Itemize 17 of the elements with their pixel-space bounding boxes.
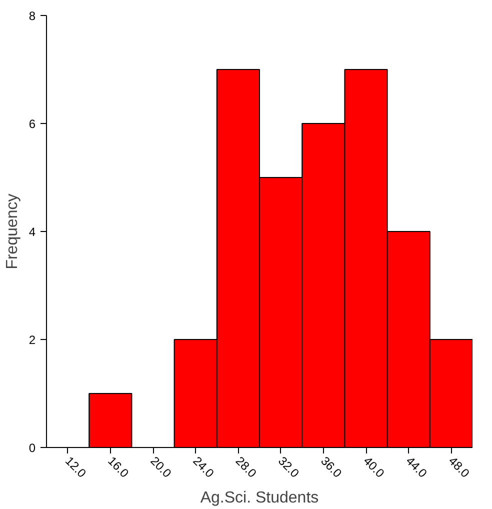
x-tick-label: 48.0	[446, 454, 473, 481]
x-tick-label: 24.0	[190, 454, 217, 481]
y-axis-title: Frequency	[4, 194, 21, 270]
x-tick-label: 36.0	[318, 454, 345, 481]
y-tick-label: 2	[28, 333, 36, 347]
x-tick-label: 12.0	[62, 454, 90, 481]
x-tick-label: 28.0	[232, 454, 260, 481]
x-tick-label: 44.0	[403, 454, 430, 481]
y-tick-label: 0	[28, 441, 36, 455]
y-tick-label: 4	[28, 225, 36, 239]
x-tick-label: 32.0	[275, 454, 302, 481]
y-tick-label: 6	[28, 117, 36, 131]
y-tick-label: 8	[28, 9, 36, 23]
x-axis-title: Ag.Sci. Students	[200, 489, 319, 506]
x-tick-label: 20.0	[148, 454, 174, 481]
x-tick-label: 16.0	[105, 454, 132, 481]
x-tick-label: 40.0	[360, 454, 388, 481]
